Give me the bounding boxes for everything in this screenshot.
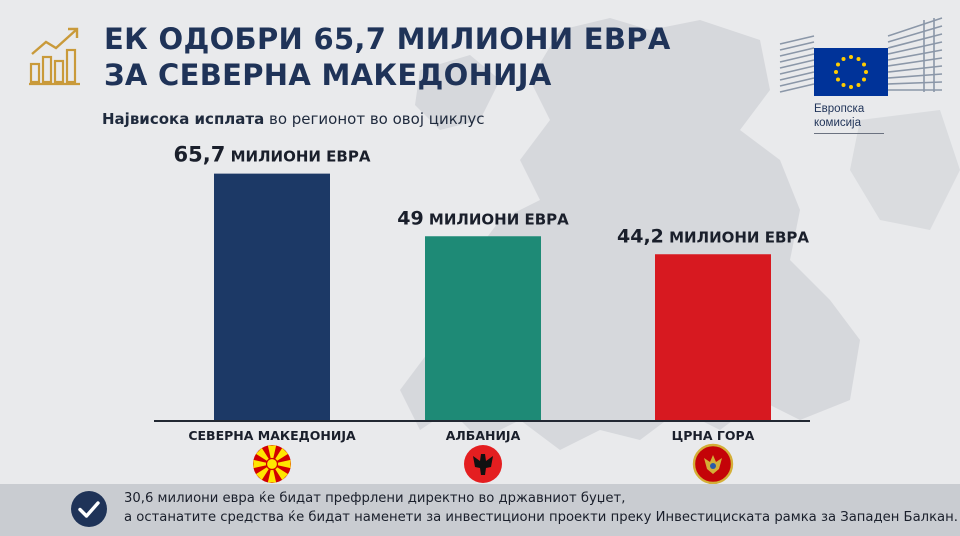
- flags-layer: [253, 443, 734, 485]
- bars-layer: [214, 173, 771, 420]
- page-title-line-2: ЗА СЕВЕРНА МАКЕДОНИЈА: [104, 58, 552, 92]
- european-commission-logo: [779, 17, 943, 96]
- value-label-albania: 49 МИЛИОНИ ЕВРА: [397, 207, 569, 229]
- category-label-albania: АЛБАНИЈА: [446, 428, 521, 443]
- north-macedonia-flag-icon: [253, 445, 291, 483]
- value-unit: МИЛИОНИ ЕВРА: [225, 148, 370, 166]
- montenegro-flag-icon: [692, 443, 734, 485]
- subtitle-rest: во регионот во овој циклус: [264, 110, 485, 128]
- value-label-montenegro: 44,2 МИЛИОНИ ЕВРА: [617, 225, 809, 247]
- value-label-north-macedonia: 65,7 МИЛИОНИ ЕВРА: [174, 143, 371, 167]
- labels-layer: 65,7 МИЛИОНИ ЕВРА СЕВЕРНА МАКЕДОНИЈА 49 МИ…: [174, 143, 810, 443]
- ec-logo-label-line-2: комисија: [814, 117, 862, 129]
- bar-albania: [425, 236, 541, 420]
- ec-logo-underline: [814, 133, 884, 134]
- ec-logo-label-line-1: Европска: [814, 103, 865, 115]
- check-circle-icon: [71, 491, 107, 527]
- footer-bar: [0, 484, 960, 536]
- bar-north-macedonia: [214, 173, 330, 420]
- subtitle: Највисока исплата во регионот во овој ци…: [102, 110, 484, 128]
- subtitle-bold: Највисока исплата: [102, 110, 265, 128]
- value-number: 65,7: [174, 143, 226, 167]
- bar-montenegro: [655, 254, 771, 420]
- ec-logo-label: Европска комисија: [814, 102, 894, 130]
- category-label-north-macedonia: СЕВЕРНА МАКЕДОНИЈА: [188, 428, 356, 443]
- footer-note-line-1: 30,6 милиони евра ќе бидат префрлени дир…: [124, 491, 626, 506]
- page-title-line-1: ЕК ОДОБРИ 65,7 МИЛИОНИ ЕВРА: [104, 22, 671, 56]
- value-unit: МИЛИОНИ ЕВРА: [424, 210, 569, 228]
- value-unit: МИЛИОНИ ЕВРА: [664, 228, 809, 246]
- albania-flag-icon: [464, 445, 502, 483]
- growth-chart-icon: [29, 27, 80, 86]
- value-number: 49: [397, 207, 423, 229]
- category-label-montenegro: ЦРНА ГОРА: [672, 428, 755, 443]
- value-number: 44,2: [617, 225, 664, 247]
- footer-note-line-2: а останатите средства ќе бидат наменети …: [124, 510, 958, 525]
